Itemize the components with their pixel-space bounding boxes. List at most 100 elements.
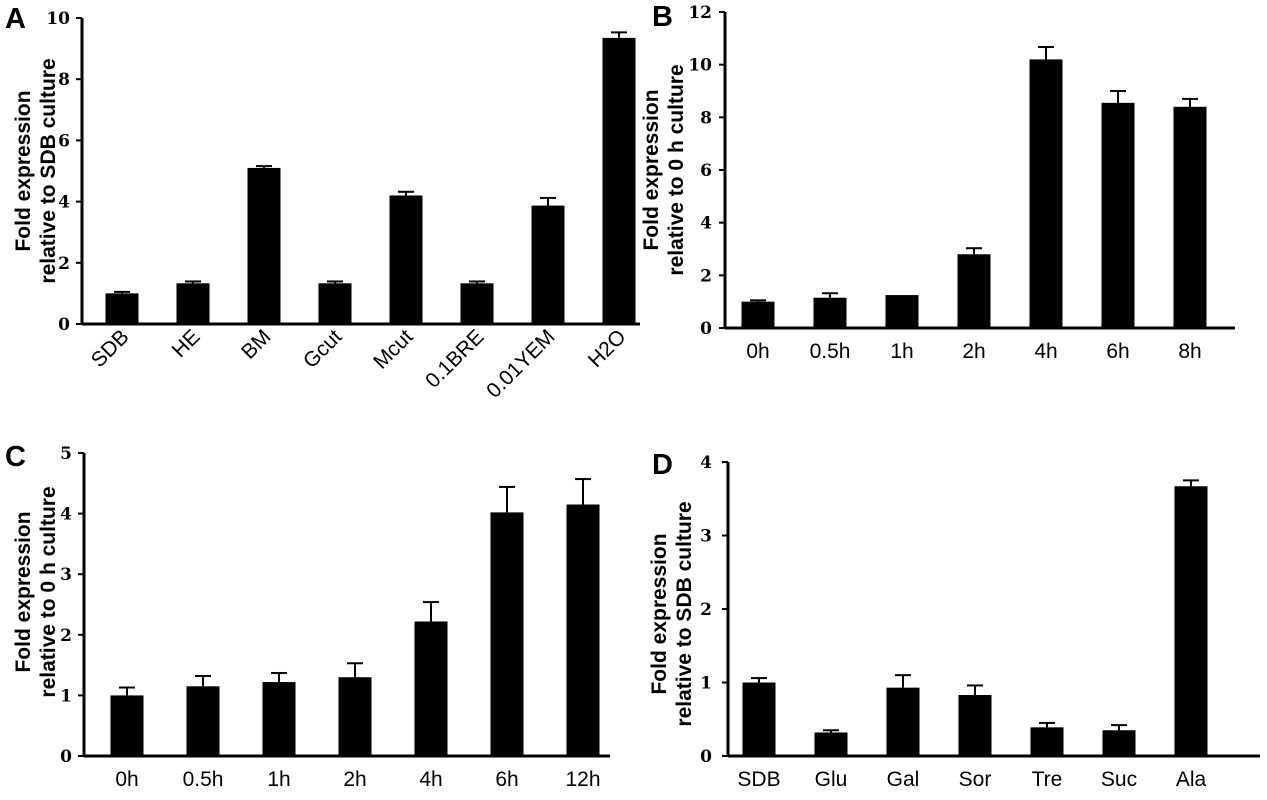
y-tick-label: 2 (60, 626, 72, 646)
y-axis-label-line: Fold expression (640, 89, 663, 250)
bar (262, 682, 296, 756)
bar (460, 283, 494, 324)
bar (389, 195, 423, 324)
y-axis-label-line: Fold expression (648, 533, 671, 694)
bar (490, 512, 524, 756)
x-tick-label: SDB (737, 768, 780, 791)
x-tick-label: 0.5h (183, 768, 224, 791)
x-tick-label: BM (237, 325, 276, 364)
x-tick-label: H2O (584, 325, 631, 372)
x-tick-label: 0.1BRE (421, 325, 488, 392)
y-tick-label: 4 (58, 193, 70, 213)
y-tick-label: 4 (700, 214, 712, 234)
y-axis-label: Fold expressionrelative to 0 h culture (12, 486, 60, 697)
bar (566, 504, 600, 756)
bar (1101, 102, 1135, 328)
y-axis-label-line: relative to SDB culture (673, 501, 696, 726)
bar (602, 37, 636, 324)
panel-d: D Fold expressionrelative to SDB culture 0… (648, 449, 1260, 791)
y-tick-label: 2 (700, 266, 712, 286)
x-tick-label: Gal (887, 768, 920, 791)
panel-label: B (652, 1, 673, 33)
x-tick-label: 1h (890, 340, 913, 363)
x-tick-label: Glu (815, 768, 848, 791)
x-tick-label: 0h (115, 768, 138, 791)
bar (186, 686, 220, 756)
x-tick-label: 8h (1178, 340, 1201, 363)
bar (886, 687, 920, 756)
x-tick-label: 0h (746, 340, 769, 363)
y-tick-label: 10 (688, 56, 712, 76)
x-tick-label: Tre (1032, 768, 1063, 791)
bar (318, 283, 352, 324)
y-axis-label-line: Fold expression (12, 90, 35, 251)
panel-a: A Fold expressionrelative to SDB culture 0… (5, 3, 640, 403)
bar (885, 295, 919, 328)
bar (338, 677, 372, 756)
y-tick-label: 2 (700, 600, 712, 620)
y-axis-label: Fold expressionrelative to SDB culture (12, 58, 60, 283)
y-axis-label-line: relative to 0 h culture (665, 64, 688, 275)
y-tick-label: 4 (700, 453, 712, 473)
x-tick-label: Mcut (369, 325, 418, 374)
y-tick-label: 6 (58, 131, 70, 151)
bar (176, 283, 210, 324)
y-tick-label: 1 (60, 686, 72, 706)
y-axis-label: Fold expressionrelative to SDB culture (648, 501, 696, 726)
bar (1102, 730, 1136, 756)
y-axis-label-line: Fold expression (12, 511, 35, 672)
x-tick-label: 0.01YEM (482, 325, 559, 402)
x-tick-label: Sor (959, 768, 992, 791)
y-tick-label: 8 (700, 108, 712, 128)
bar (1029, 59, 1063, 329)
x-tick-label: 12h (565, 768, 600, 791)
y-tick-label: 12 (688, 3, 712, 23)
bar (742, 682, 776, 756)
y-tick-label: 3 (700, 527, 712, 547)
bar (531, 205, 565, 324)
panel-label: C (5, 441, 26, 473)
panel-b: B Fold expressionrelative to 0 h culture 0… (640, 1, 1235, 363)
x-tick-label: 6h (495, 768, 518, 791)
y-tick-label: 0 (60, 747, 72, 767)
bar (741, 301, 775, 328)
y-tick-label: 10 (46, 9, 70, 29)
bar (1174, 486, 1208, 756)
y-tick-label: 4 (60, 505, 72, 525)
bar (247, 167, 281, 324)
bar (414, 621, 448, 756)
y-tick-label: 2 (58, 254, 70, 274)
x-tick-label: Ala (1176, 768, 1207, 791)
bar (1173, 106, 1207, 328)
x-tick-label: HE (168, 325, 205, 362)
x-tick-label: 2h (343, 768, 366, 791)
bar (958, 694, 992, 756)
y-tick-label: 3 (60, 565, 72, 585)
y-tick-label: 0 (700, 319, 712, 339)
x-tick-label: 1h (267, 768, 290, 791)
y-tick-label: 0 (58, 315, 70, 335)
y-axis-label-line: relative to SDB culture (37, 58, 60, 283)
y-tick-label: 0 (700, 747, 712, 767)
x-tick-label: Gcut (299, 325, 347, 373)
y-tick-label: 8 (58, 70, 70, 90)
y-tick-label: 1 (700, 674, 712, 694)
x-tick-label: 6h (1106, 340, 1129, 363)
y-tick-label: 6 (700, 161, 712, 181)
panel-label: A (5, 3, 26, 35)
panel-label: D (652, 449, 673, 481)
bar (813, 297, 847, 328)
bar (957, 254, 991, 328)
x-tick-label: 4h (1034, 340, 1057, 363)
x-tick-label: 0.5h (810, 340, 851, 363)
bar (814, 732, 848, 756)
panel-c: C Fold expressionrelative to 0 h culture 0… (5, 441, 610, 791)
x-tick-label: 4h (419, 768, 442, 791)
bar (110, 695, 144, 756)
y-tick-label: 5 (60, 444, 72, 464)
y-axis-label-line: relative to 0 h culture (37, 486, 60, 697)
bar (1030, 727, 1064, 756)
x-tick-label: 2h (962, 340, 985, 363)
bar (105, 293, 139, 324)
